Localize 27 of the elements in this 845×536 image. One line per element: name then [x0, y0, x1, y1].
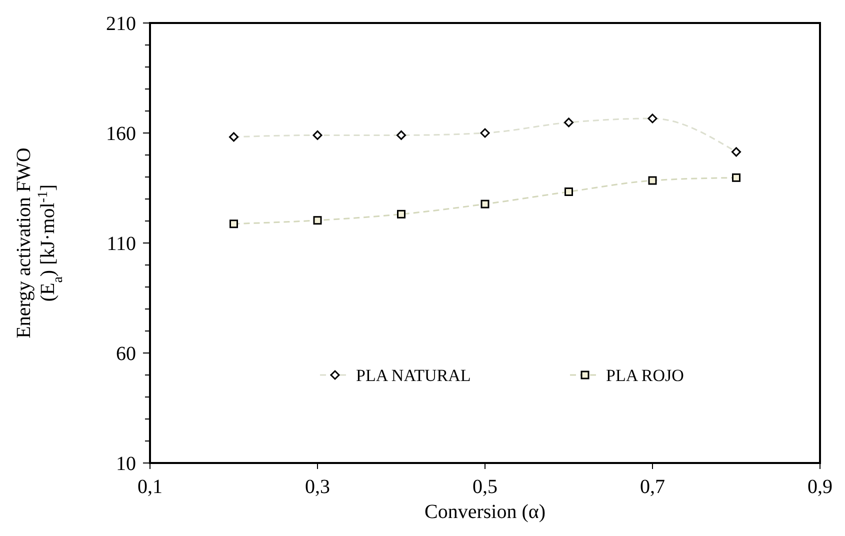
y-tick-label: 160: [106, 123, 136, 145]
point: [313, 216, 322, 225]
point: [396, 130, 406, 140]
point: [648, 114, 658, 124]
x-tick-label: 0,1: [138, 476, 162, 498]
point: [480, 128, 490, 138]
legend-label: PLA NATURAL: [356, 366, 471, 385]
y-tick-label: 10: [116, 453, 136, 475]
point: [564, 118, 574, 128]
point: [648, 176, 657, 185]
x-tick-label: 0,9: [808, 476, 832, 498]
point: [229, 132, 238, 142]
x-axis-title: Conversion (α): [424, 501, 546, 523]
x-tick-label: 0,5: [472, 476, 498, 498]
point: [732, 147, 741, 157]
point: [397, 210, 406, 218]
y-tick-label: 110: [106, 233, 136, 255]
point: [480, 200, 490, 208]
x-tick-label: 0,7: [640, 476, 665, 498]
y-tick-label: 60: [116, 343, 136, 365]
legend-label: PLA ROJO: [606, 366, 684, 385]
point: [564, 187, 573, 196]
x-tick-label: 0,3: [305, 476, 330, 498]
point: [732, 173, 740, 182]
point: [230, 220, 238, 228]
y-tick-label: 210: [106, 13, 136, 35]
point: [312, 130, 322, 140]
